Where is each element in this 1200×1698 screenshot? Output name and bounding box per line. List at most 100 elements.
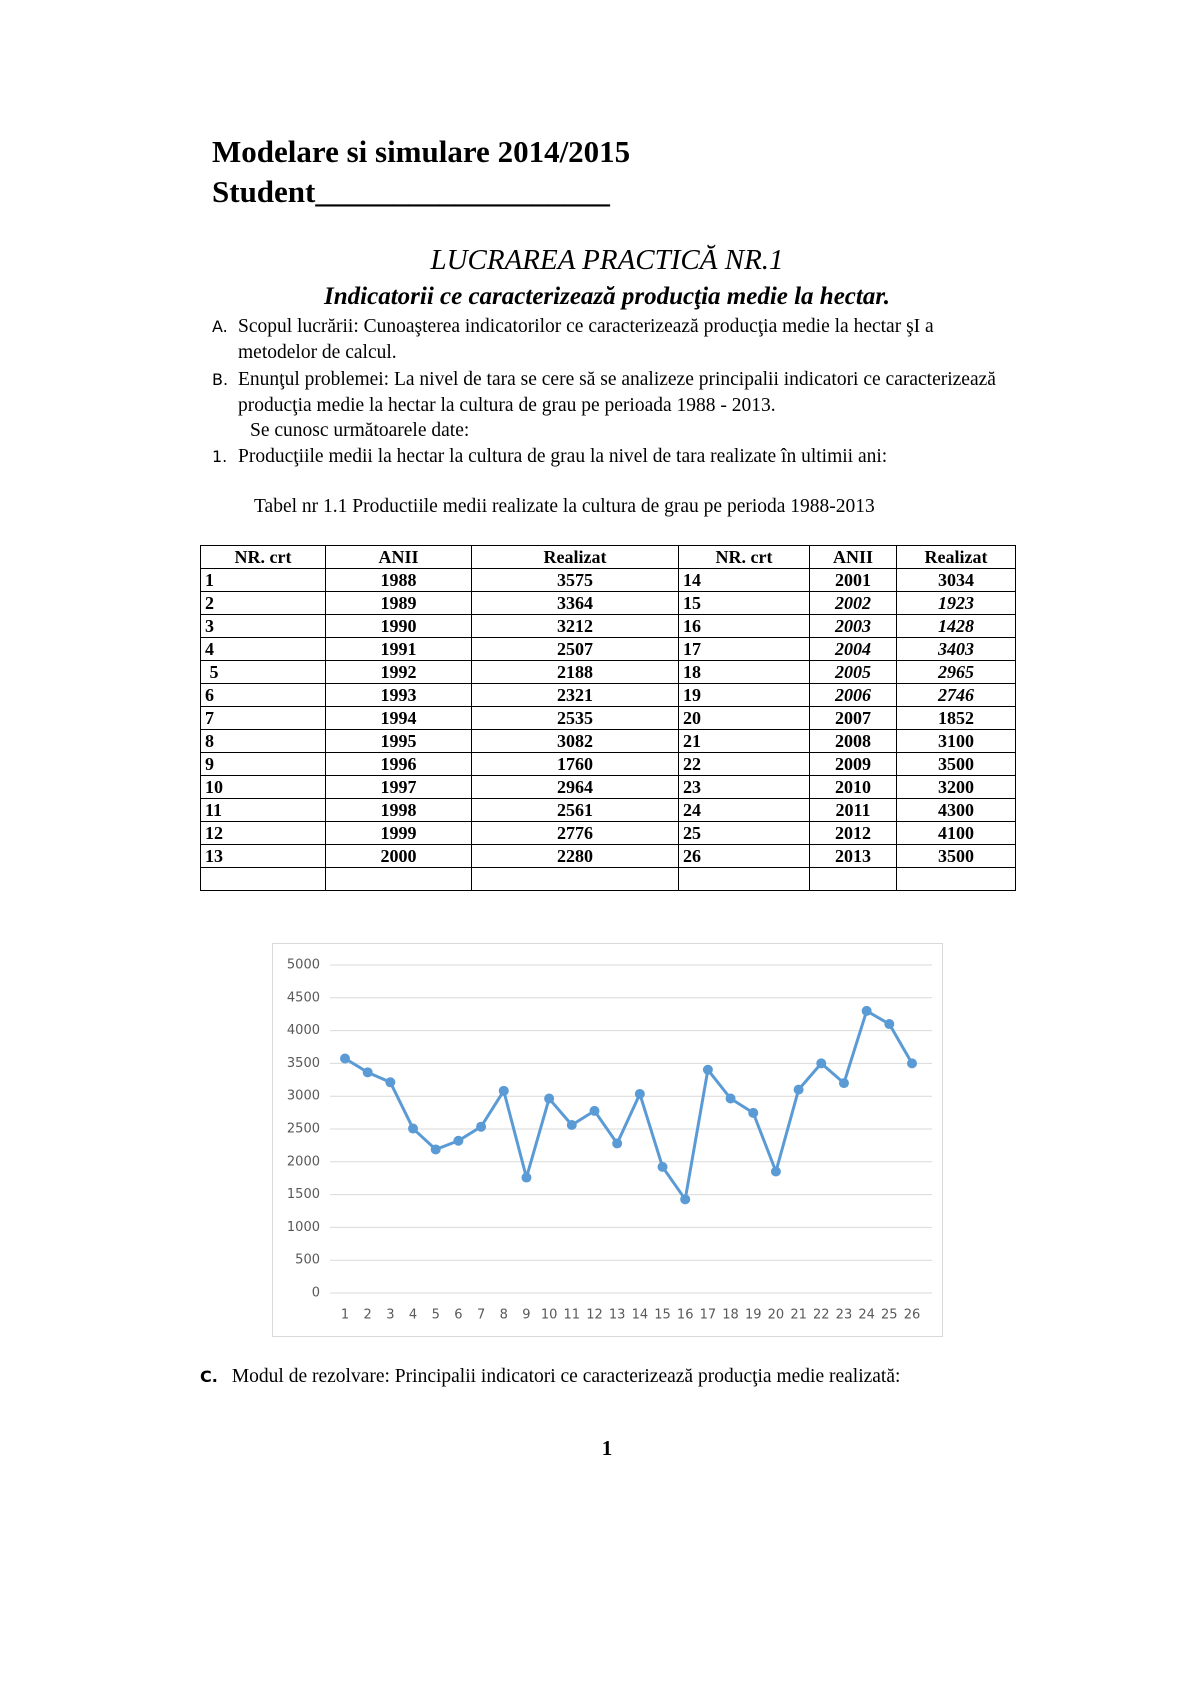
x-tick-label: 16 [677, 1308, 694, 1323]
table-cell: 3500 [896, 752, 1016, 776]
data-point [657, 1161, 668, 1172]
x-tick-label: 3 [386, 1308, 394, 1323]
table-row: 1 1988 3575 14 2001 3034 [200, 568, 1016, 592]
data-point [725, 1093, 736, 1104]
table-cell: 3100 [896, 729, 1016, 753]
table-cell: 2006 [809, 683, 897, 707]
section-text: Modul de rezolvare: Principalii indicato… [231, 1366, 901, 1387]
header-cell: NR. crt [200, 545, 326, 569]
y-tick-label: 4500 [287, 990, 320, 1005]
item: B. Enunţul problemei: La nivel de tara se… [212, 367, 1012, 419]
chart: 0 500 1000 1500 2000 2500 3000 3500 4000 4500 5000… [272, 943, 943, 1337]
table-cell: 20 [678, 706, 810, 730]
x-tick-label: 21 [790, 1308, 807, 1323]
table-cell: 22 [678, 752, 810, 776]
data-point [521, 1172, 532, 1183]
table-cell: 21 [678, 729, 810, 753]
table-cell: 24 [678, 798, 810, 822]
table-cell: 15 [678, 591, 810, 615]
header-cell: Realizat [896, 545, 1016, 569]
table-cell: 1 [200, 568, 326, 592]
table-cell [809, 867, 897, 891]
y-tick-label: 500 [295, 1253, 320, 1268]
data-point [385, 1077, 396, 1088]
y-tick-label: 3000 [287, 1089, 320, 1104]
table-caption: Tabel nr 1.1 Productiile medii realizate… [254, 496, 875, 517]
table-cell: 16 [678, 614, 810, 638]
table-cell: 1989 [325, 591, 472, 615]
empty-row [200, 867, 1016, 891]
subheading: Indicatorii ce caracterizează producţia … [324, 283, 890, 310]
item: Se cunosc următoarele date: [250, 418, 1050, 444]
x-tick-label: 12 [586, 1308, 603, 1323]
data-point [340, 1053, 350, 1064]
table-cell: 9 [200, 752, 326, 776]
marker: 1. [212, 447, 228, 466]
data-point [362, 1067, 373, 1078]
data-point [498, 1085, 509, 1096]
data-point [861, 1005, 872, 1016]
table-cell: 1997 [325, 775, 472, 799]
table-cell: 3200 [896, 775, 1016, 799]
data-table: NR. crt ANII Realizat NR. crt ANII Realizat 1… [200, 545, 1016, 891]
table-cell: 2003 [809, 614, 897, 638]
table-cell: 8 [200, 729, 326, 753]
table-cell: 1852 [896, 706, 1016, 730]
data-point [884, 1019, 895, 1030]
table-cell: 1988 [325, 568, 472, 592]
x-tick-label: 5 [432, 1308, 440, 1323]
table-cell: 2009 [809, 752, 897, 776]
table-row: 12 1999 2776 25 2012 4100 [200, 821, 1016, 845]
header-cell: ANII [809, 545, 897, 569]
table-cell: 3575 [471, 568, 679, 592]
x-tick-label: 20 [768, 1308, 785, 1323]
table-cell: 17 [678, 637, 810, 661]
table-cell: 1428 [896, 614, 1016, 638]
x-tick-label: 23 [836, 1308, 853, 1323]
table-cell: 2280 [471, 844, 679, 868]
marker: A. [212, 317, 228, 336]
table-cell: 23 [678, 775, 810, 799]
table-cell [896, 867, 1016, 891]
table-cell: 2321 [471, 683, 679, 707]
data-point [634, 1088, 645, 1099]
data-point [408, 1123, 419, 1134]
table-cell: 4 [200, 637, 326, 661]
table-cell: 2013 [809, 844, 897, 868]
table-cell: 2011 [809, 798, 897, 822]
table-row: 6 1993 2321 19 2006 2746 [200, 683, 1016, 707]
y-tick-label: 4000 [287, 1023, 320, 1038]
table-cell: 2561 [471, 798, 679, 822]
table-cell: 1992 [325, 660, 472, 684]
table-cell: 2010 [809, 775, 897, 799]
x-tick-label: 17 [700, 1308, 717, 1323]
table-cell: 1991 [325, 637, 472, 661]
marker: C. [200, 1367, 218, 1386]
y-tick-label: 1000 [287, 1220, 320, 1235]
table-cell: 12 [200, 821, 326, 845]
x-tick-label: 25 [881, 1308, 898, 1323]
table-cell: 26 [678, 844, 810, 868]
table-cell: 11 [200, 798, 326, 822]
table-cell: 3 [200, 614, 326, 638]
header-cell: Realizat [471, 545, 679, 569]
table-cell: 2005 [809, 660, 897, 684]
data-point [702, 1064, 713, 1075]
x-tick-label: 6 [454, 1308, 462, 1323]
table-row: 5 1992 2188 18 2005 2965 [200, 660, 1016, 684]
table-cell: 10 [200, 775, 326, 799]
x-tick-label: 11 [564, 1308, 581, 1323]
x-tick-label: 7 [477, 1308, 485, 1323]
table-cell [471, 867, 679, 891]
table-row: 8 1995 3082 21 2008 3100 [200, 729, 1016, 753]
table-cell: 3364 [471, 591, 679, 615]
table-cell: 2004 [809, 637, 897, 661]
y-tick-label: 2500 [287, 1122, 320, 1137]
y-tick-label: 2000 [287, 1154, 320, 1169]
table-cell: 1999 [325, 821, 472, 845]
table-row: 9 1996 1760 22 2009 3500 [200, 752, 1016, 776]
page-number: 1 [601, 1436, 613, 1460]
item-text: Se cunosc următoarele date: [250, 420, 470, 441]
header-cell: ANII [325, 545, 472, 569]
data-point [770, 1166, 781, 1177]
